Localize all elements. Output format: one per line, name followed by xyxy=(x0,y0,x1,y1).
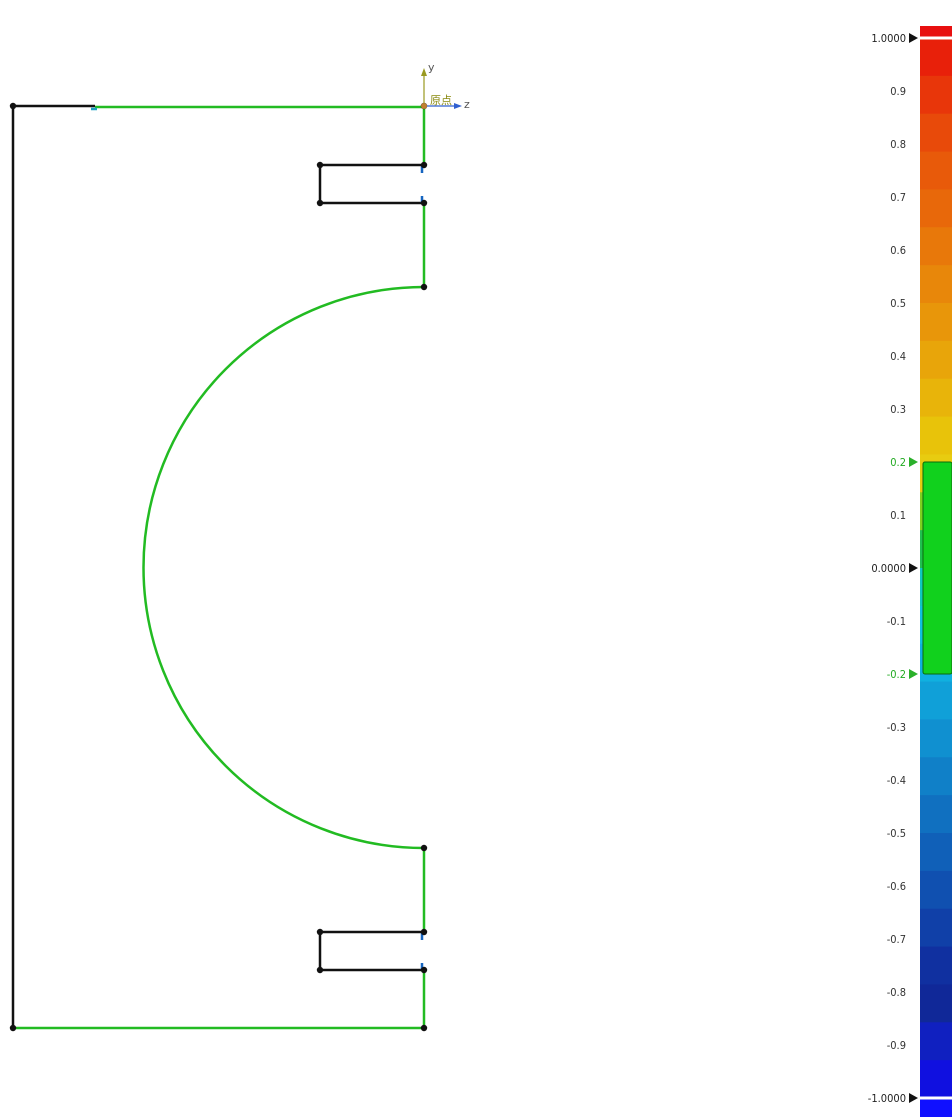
legend-band xyxy=(920,757,952,796)
color-legend: 1.0000 0.0000 -1.0000 0.9 0.8 0.7 0.6 0.5 0.4 0.3… xyxy=(868,0,952,1117)
legend-top-gap xyxy=(920,0,952,26)
origin-marker xyxy=(421,103,427,109)
node[interactable] xyxy=(316,928,324,936)
node[interactable] xyxy=(420,844,428,852)
legend-tick-label: -0.7 xyxy=(887,933,906,946)
legend-tick-label: -0.3 xyxy=(887,721,906,734)
legend-tick-label: -0.2 xyxy=(887,668,906,681)
legend-range-handle[interactable] xyxy=(909,457,918,467)
legend-band xyxy=(920,378,952,418)
node[interactable] xyxy=(316,161,324,169)
legend-tick-label: -0.4 xyxy=(887,774,906,787)
nodes xyxy=(9,102,428,1032)
legend-band xyxy=(920,984,952,1023)
legend-band xyxy=(920,681,952,721)
node[interactable] xyxy=(420,199,428,207)
legend-tick-label: -0.8 xyxy=(887,986,906,999)
legend-range-handle[interactable] xyxy=(909,669,918,679)
legend-zero-arrow[interactable] xyxy=(909,563,918,573)
lower-notch xyxy=(318,930,424,972)
node[interactable] xyxy=(316,966,324,974)
legend-band xyxy=(920,795,952,834)
legend-tick-label: 0.4 xyxy=(890,350,906,363)
contour-lines xyxy=(13,105,426,1030)
legend-tick-label: 0.9 xyxy=(890,85,906,98)
boundary-markers xyxy=(91,107,424,970)
legend-tick-label: 0.2 xyxy=(890,456,906,469)
legend-band xyxy=(920,1060,952,1099)
legend-band xyxy=(920,303,952,342)
legend-band xyxy=(920,946,952,986)
legend-tick-label: -0.6 xyxy=(887,880,906,893)
legend-tick-label: -0.1 xyxy=(887,615,906,628)
node[interactable] xyxy=(420,966,428,974)
node[interactable] xyxy=(9,1024,17,1032)
legend-band xyxy=(920,75,952,115)
legend-band xyxy=(920,113,952,153)
legend-band xyxy=(920,189,952,228)
legend-band xyxy=(920,908,952,948)
node[interactable] xyxy=(420,283,428,291)
legend-tick-label: 0.8 xyxy=(890,138,906,151)
legend-highlight-range[interactable] xyxy=(922,461,952,675)
legend-cap-top xyxy=(920,26,952,38)
legend-min-label: -1.0000 xyxy=(868,1092,906,1105)
upper-notch xyxy=(318,163,424,205)
legend-tick-label: -0.9 xyxy=(887,1039,906,1052)
legend-cap-bottom xyxy=(920,1098,952,1117)
axis-triad: y 原点 z xyxy=(421,61,470,111)
legend-tick-label: 0.5 xyxy=(890,297,906,310)
arc-contour xyxy=(142,285,425,850)
node[interactable] xyxy=(420,1024,428,1032)
z-axis-label: z xyxy=(464,98,470,111)
legend-band xyxy=(920,1022,952,1061)
legend-zero-label: 0.0000 xyxy=(871,562,906,575)
legend-bands xyxy=(920,0,952,1117)
model-viewport[interactable]: y 原点 z xyxy=(0,0,800,1117)
legend-band xyxy=(920,265,952,304)
legend-tick-label: 0.3 xyxy=(890,403,906,416)
legend-band xyxy=(920,870,952,910)
legend-tick-label: 0.7 xyxy=(890,191,906,204)
legend-ticks: 1.0000 0.0000 -1.0000 0.9 0.8 0.7 0.6 0.5 0.4 0.3… xyxy=(868,32,918,1105)
legend-band xyxy=(920,151,952,191)
legend-band xyxy=(920,38,952,77)
legend-tick-label: 0.1 xyxy=(890,509,906,522)
legend-band xyxy=(920,340,952,380)
z-axis-head xyxy=(454,103,462,109)
y-axis-head xyxy=(421,68,427,76)
y-axis-label: y xyxy=(428,61,435,74)
legend-band xyxy=(920,227,952,266)
origin-label: 原点 xyxy=(430,94,452,107)
legend-band xyxy=(920,833,952,872)
legend-band xyxy=(920,719,952,758)
node[interactable] xyxy=(420,161,428,169)
legend-band xyxy=(920,416,952,456)
node[interactable] xyxy=(9,102,17,110)
legend-min-arrow[interactable] xyxy=(909,1093,918,1103)
node[interactable] xyxy=(316,199,324,207)
legend-max-label: 1.0000 xyxy=(871,32,906,45)
black-edges xyxy=(11,104,424,1028)
legend-tick-label: 0.6 xyxy=(890,244,906,257)
node[interactable] xyxy=(420,928,428,936)
legend-max-arrow[interactable] xyxy=(909,33,918,43)
legend-tick-label: -0.5 xyxy=(887,827,906,840)
